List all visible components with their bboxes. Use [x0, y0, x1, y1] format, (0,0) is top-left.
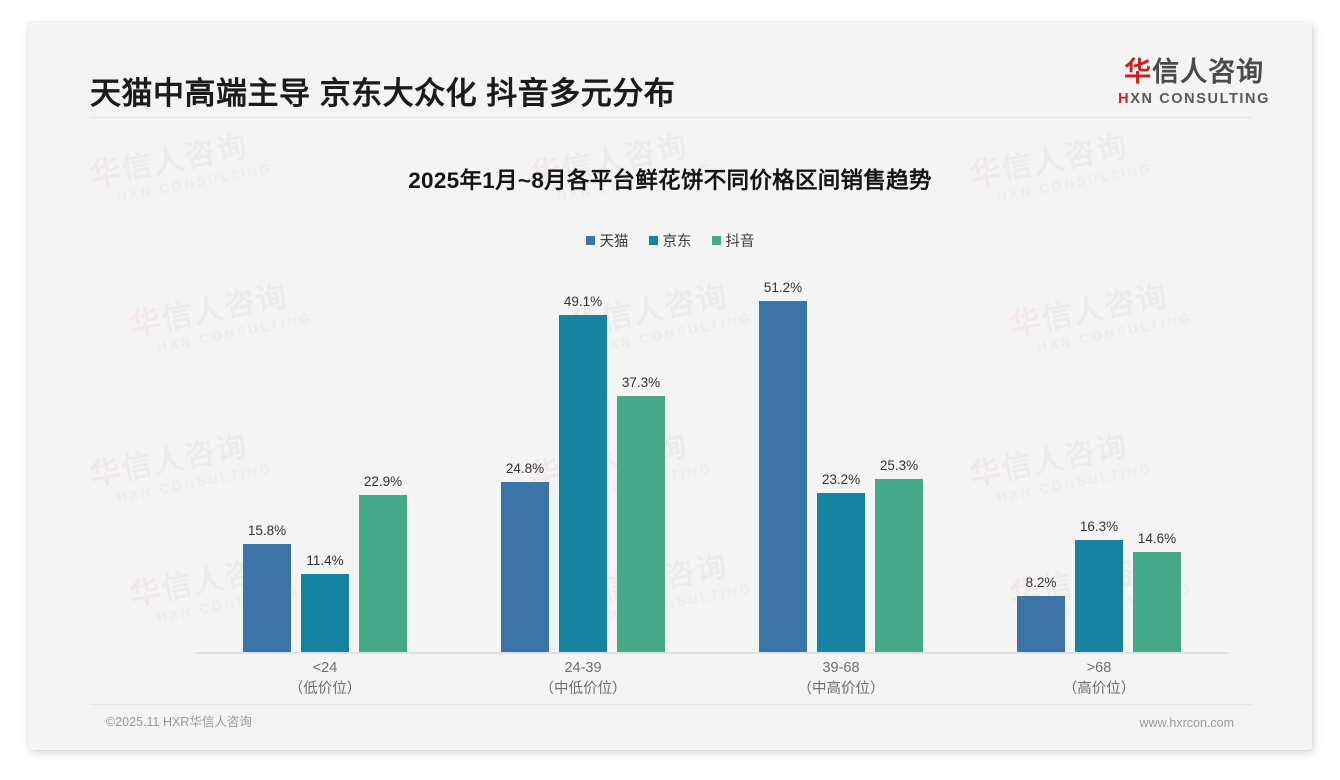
category-tier-label: （高价位）	[1062, 681, 1136, 698]
bar-value-label: 8.2%	[1025, 574, 1057, 590]
company-logo: 华信人咨询 HXN CONSULTING	[1118, 58, 1270, 108]
slide-header: 天猫中高端主导 京东大众化 抖音多元分布	[28, 22, 1312, 118]
chart-container: 2025年1月~8月各平台鲜花饼不同价格区间销售趋势 天猫 京东 抖音 15.8% 1…	[28, 118, 1312, 708]
bar-column[interactable]: 37.3%	[617, 268, 665, 652]
bar-column[interactable]: 8.2%	[1017, 268, 1065, 652]
bar[interactable]	[759, 300, 807, 652]
x-axis-category: 24-39 （中低价位）	[454, 658, 712, 700]
logo-en-rest: XN CONSULTING	[1130, 91, 1270, 108]
bar-value-label: 23.2%	[821, 471, 861, 487]
legend-swatch-icon	[648, 236, 658, 245]
bar-column[interactable]: 16.3%	[1075, 268, 1123, 652]
category-range-label: <24	[312, 660, 338, 676]
bar-value-label: 24.8%	[505, 460, 545, 476]
bar[interactable]	[617, 396, 665, 652]
footer-divider	[90, 704, 1252, 705]
legend-label: 抖音	[725, 234, 755, 250]
bar-column[interactable]: 25.3%	[875, 268, 923, 652]
category-tier-label: （中低价位）	[539, 681, 627, 698]
bar-column[interactable]: 11.4%	[301, 268, 349, 652]
bar[interactable]	[243, 543, 291, 652]
bar[interactable]	[1075, 540, 1123, 652]
bar-value-label: 22.9%	[363, 473, 403, 489]
bar-value-label: 16.3%	[1079, 519, 1119, 535]
legend-swatch-icon	[711, 236, 721, 245]
logo-cn-accent-char: 华	[1124, 57, 1153, 87]
bar-value-label: 51.2%	[763, 279, 803, 295]
x-axis-category-labels: <24 （低价位） 24-39 （中低价位） 39-68 （中高价位） >68 （高价位）	[196, 658, 1228, 700]
page-title: 天猫中高端主导 京东大众化 抖音多元分布	[90, 76, 676, 111]
category-range-label: 24-39	[564, 660, 602, 676]
bar[interactable]	[1133, 551, 1181, 652]
bar-value-label: 14.6%	[1137, 530, 1177, 546]
bar-value-label: 37.3%	[621, 375, 661, 391]
category-tier-label: （低价位）	[288, 681, 362, 698]
x-axis-category: <24 （低价位）	[196, 658, 454, 700]
footer-website[interactable]: www.hxrcon.com	[1139, 716, 1234, 730]
bar-column[interactable]: 49.1%	[559, 268, 607, 652]
footer-copyright: ©2025.11 HXR华信人咨询	[106, 715, 252, 729]
header-divider	[90, 117, 1252, 118]
bar-value-label: 49.1%	[563, 294, 603, 310]
bar[interactable]	[875, 478, 923, 652]
bar-column[interactable]: 15.8%	[243, 268, 291, 652]
x-axis-category: 39-68 （中高价位）	[712, 658, 970, 700]
bar-value-label: 11.4%	[306, 552, 344, 568]
bar[interactable]	[1017, 595, 1065, 652]
bar-column[interactable]: 22.9%	[359, 268, 407, 652]
legend-label: 京东	[662, 234, 692, 250]
slide: 华信人咨询 HXN CONSULTING 华信人咨询 HXN CONSULTING 华信…	[28, 22, 1312, 750]
bar-value-label: 25.3%	[879, 457, 919, 473]
bar[interactable]	[501, 481, 549, 652]
bar[interactable]	[301, 573, 349, 652]
bar-group: 51.2% 23.2% 25.3%	[712, 268, 970, 652]
legend-item-京东[interactable]: 京东	[648, 230, 692, 251]
x-axis-line	[196, 652, 1228, 654]
bar-group: 8.2% 16.3% 14.6%	[970, 268, 1228, 652]
bar-column[interactable]: 24.8%	[501, 268, 549, 652]
chart-legend: 天猫 京东 抖音	[28, 230, 1312, 251]
chart-plot-area: 15.8% 11.4% 22.9% 24.8% 49.1% 37.3% 51.2% 23.2%…	[196, 268, 1228, 654]
bar[interactable]	[359, 494, 407, 652]
bar[interactable]	[559, 315, 607, 652]
category-range-label: >68	[1086, 660, 1112, 676]
bar-group: 24.8% 49.1% 37.3%	[454, 268, 712, 652]
x-axis-category: >68 （高价位）	[970, 658, 1228, 700]
category-range-label: 39-68	[822, 660, 860, 676]
chart-title: 2025年1月~8月各平台鲜花饼不同价格区间销售趋势	[408, 168, 932, 193]
legend-item-抖音[interactable]: 抖音	[711, 230, 755, 251]
legend-label: 天猫	[599, 234, 629, 250]
bar-groups: 15.8% 11.4% 22.9% 24.8% 49.1% 37.3% 51.2% 23.2%…	[196, 268, 1228, 652]
legend-swatch-icon	[585, 236, 595, 245]
logo-cn-rest: 信人咨询	[1152, 57, 1265, 87]
logo-english-name: HXN CONSULTING	[1118, 91, 1270, 107]
logo-chinese-name: 华信人咨询	[1118, 58, 1270, 86]
bar-group: 15.8% 11.4% 22.9%	[196, 268, 454, 652]
bar-value-label: 15.8%	[247, 522, 287, 538]
bar[interactable]	[817, 492, 865, 652]
logo-en-accent-char: H	[1118, 91, 1131, 108]
category-tier-label: （中高价位）	[797, 681, 885, 698]
bar-column[interactable]: 23.2%	[817, 268, 865, 652]
bar-column[interactable]: 51.2%	[759, 268, 807, 652]
legend-item-天猫[interactable]: 天猫	[585, 230, 629, 251]
bar-column[interactable]: 14.6%	[1133, 268, 1181, 652]
